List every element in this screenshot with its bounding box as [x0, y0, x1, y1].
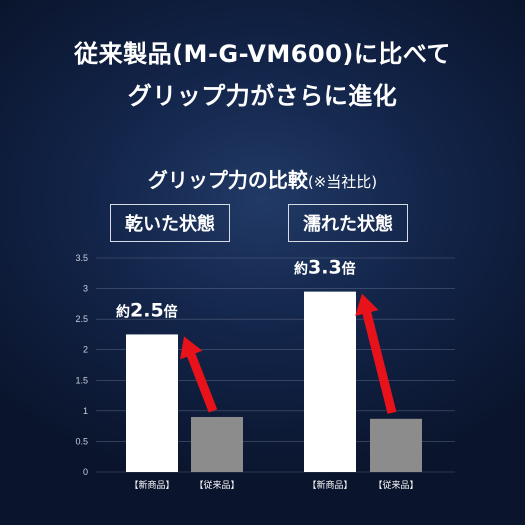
headline-line-1: 従来製品(M-G-VM600)に比べて [74, 40, 451, 68]
bar-new-product [304, 291, 356, 472]
multiplier-value: 2.5 [130, 299, 164, 321]
chart-title: グリップ力の比較(※当社比) [0, 164, 525, 193]
y-tick-label: 1 [83, 406, 88, 416]
arrow-layer [180, 293, 397, 414]
multiplier-suffix: 倍 [164, 303, 178, 320]
y-tick-label: 0.5 [75, 436, 88, 446]
x-category-label: 【従来品】 [373, 479, 418, 491]
y-tick-label: 1.5 [75, 375, 88, 385]
chart-title-main: グリップ力の比較 [147, 168, 308, 192]
multiplier-prefix: 約 [294, 261, 308, 278]
multiplier-label: 約2.5倍 [116, 299, 178, 321]
multiplier-prefix: 約 [116, 303, 130, 320]
bar-new-product [126, 334, 178, 472]
y-tick-label: 0 [83, 467, 88, 477]
x-category-label: 【従来品】 [194, 479, 239, 491]
y-tick-label: 3.5 [75, 253, 88, 263]
bar-layer [126, 291, 422, 472]
headline-line-2: グリップ力がさらに進化 [127, 82, 398, 110]
y-tick-label: 3 [83, 284, 88, 294]
chart-title-note: (※当社比) [307, 173, 378, 191]
multiplier-label: 約3.3倍 [294, 257, 356, 279]
x-category-label: 【新商品】 [307, 479, 352, 491]
group-label-wet: 濡れた状態 [288, 204, 408, 242]
increase-arrow [180, 336, 218, 413]
label-layer: 【新商品】 【従来品】約2.5倍【新商品】 【従来品】約3.3倍 [116, 257, 419, 491]
multiplier-value: 3.3 [308, 257, 342, 279]
group-label-dry: 乾いた状態 [110, 204, 230, 242]
x-category-label: 【新商品】 [129, 479, 174, 491]
bar-previous-product [370, 418, 422, 472]
y-tick-label: 2.5 [75, 314, 88, 324]
bar-previous-product [191, 416, 243, 472]
y-tick-label: 2 [83, 345, 88, 355]
multiplier-suffix: 倍 [342, 261, 356, 278]
increase-arrow [355, 293, 397, 414]
